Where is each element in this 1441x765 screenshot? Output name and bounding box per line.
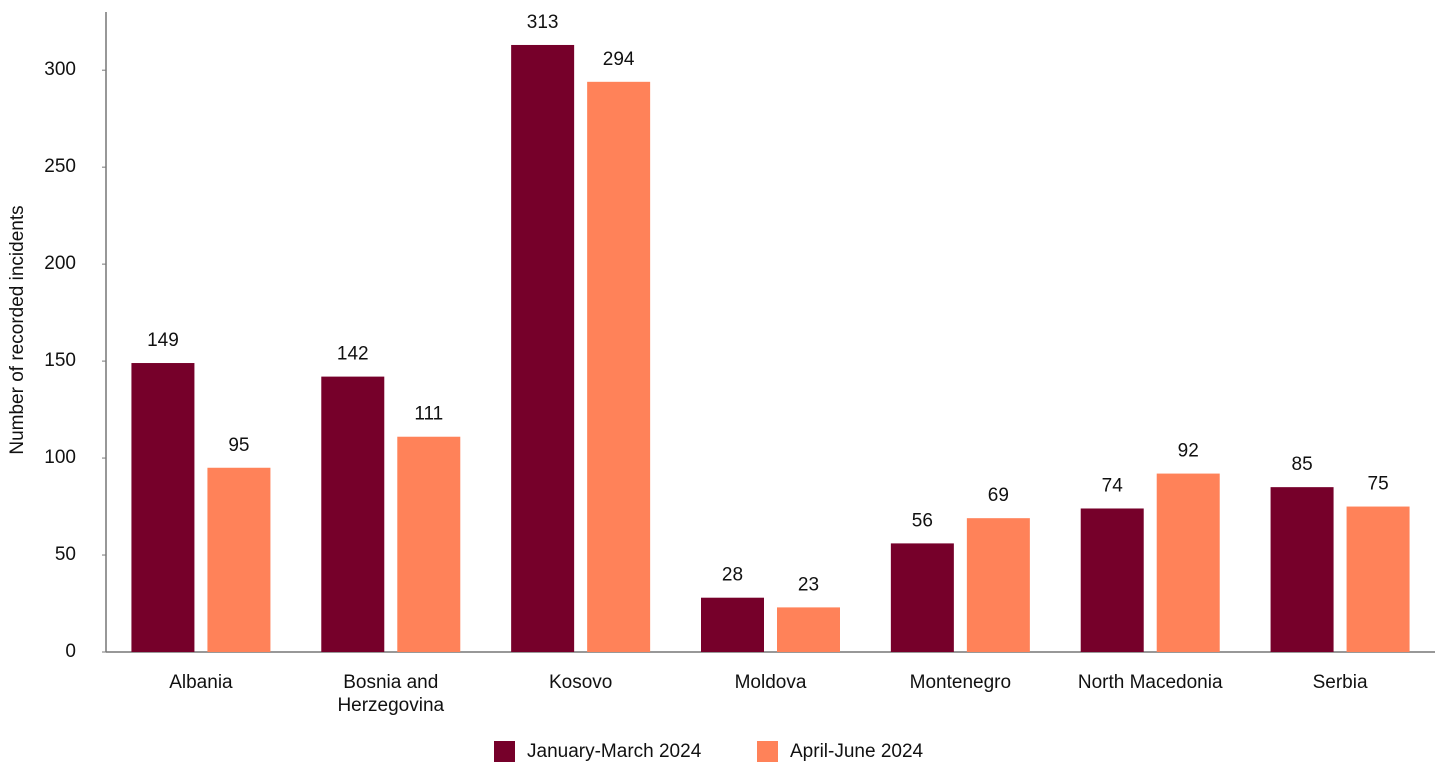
bar (777, 607, 840, 652)
data-label: 111 (414, 404, 443, 425)
bar (511, 44, 575, 652)
bar (1270, 487, 1334, 652)
legend-label: April-June 2024 (790, 741, 924, 762)
bar (890, 543, 954, 652)
y-tick-label: 250 (44, 156, 76, 177)
data-label: 28 (722, 565, 743, 586)
bar (131, 363, 195, 652)
bar (966, 518, 1030, 652)
legend-swatch (494, 741, 515, 762)
bar (207, 467, 271, 652)
data-label: 149 (147, 330, 179, 351)
data-label: 69 (988, 485, 1009, 506)
x-tick-label: Serbia (1312, 672, 1368, 693)
y-tick-label: 200 (44, 253, 76, 274)
y-tick-label: 100 (44, 447, 76, 468)
data-label: 313 (527, 12, 559, 33)
bar (701, 597, 764, 652)
x-tick-label: Montenegro (909, 672, 1012, 693)
x-tick-label: Moldova (734, 672, 807, 693)
x-tick-label: Kosovo (548, 672, 613, 693)
legend-label: January-March 2024 (527, 741, 702, 762)
data-label: 142 (337, 344, 369, 365)
bar (397, 436, 461, 652)
x-tick-label: North Macedonia (1077, 672, 1223, 693)
bar (321, 376, 385, 652)
bar (1080, 508, 1144, 652)
x-tick-label: Albania (169, 672, 233, 693)
y-tick-label: 0 (65, 641, 76, 662)
y-tick-label: 50 (55, 544, 76, 565)
data-label: 294 (603, 49, 635, 70)
data-label: 56 (912, 510, 933, 531)
data-label: 74 (1102, 476, 1124, 497)
bar (587, 81, 651, 653)
legend-swatch (757, 741, 778, 762)
data-label: 92 (1178, 441, 1199, 462)
data-label: 75 (1368, 474, 1389, 495)
y-tick-label: 300 (44, 59, 76, 80)
data-label: 95 (228, 435, 249, 456)
data-label: 23 (798, 574, 819, 595)
bar (1346, 506, 1410, 652)
y-axis-label: Number of recorded incidents (7, 205, 28, 454)
bar (1156, 473, 1220, 652)
data-label: 85 (1292, 454, 1313, 475)
y-tick-label: 150 (44, 350, 76, 371)
x-tick-label: Bosnia and Herzegovina (337, 672, 445, 716)
